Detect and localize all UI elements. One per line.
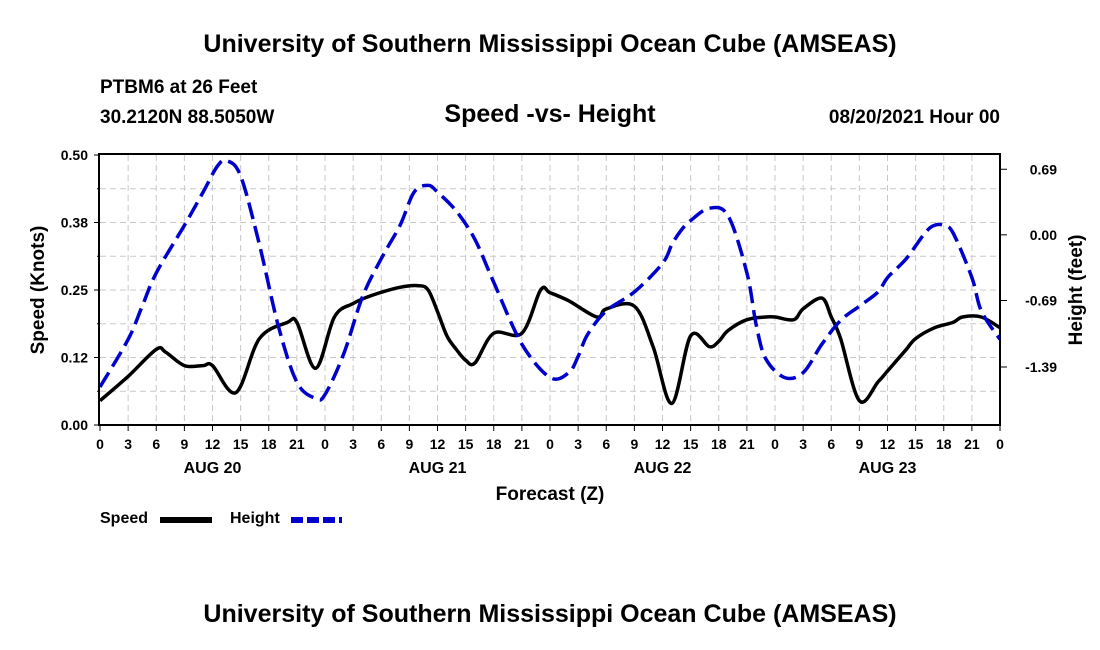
x-tick-label: 15 — [233, 436, 249, 452]
y-axis-left-label: Speed (Knots) — [28, 226, 49, 355]
x-tick-label: 0 — [546, 436, 554, 452]
x-tick-label: 18 — [711, 436, 727, 452]
speed-series-line — [98, 283, 1001, 406]
x-tick-label: 21 — [514, 436, 530, 452]
x-tick-label: 6 — [602, 436, 610, 452]
station-label: PTBM6 at 26 Feet — [100, 77, 258, 98]
y-left-tick-label: 0.12 — [61, 350, 88, 366]
x-axis-label: Forecast (Z) — [496, 484, 605, 505]
x-tick-label: 18 — [486, 436, 502, 452]
x-tick-label: 3 — [799, 436, 807, 452]
datetime-label: 08/20/2021 Hour 00 — [828, 107, 1000, 128]
x-tick-label: 12 — [430, 436, 446, 452]
x-tick-label: 12 — [655, 436, 671, 452]
x-tick-label: 0 — [96, 436, 104, 452]
footer-title: University of Southern Mississippi Ocean… — [203, 600, 897, 628]
height-series-line — [98, 158, 1002, 402]
y-right-tick-label: 0.00 — [1030, 227, 1057, 243]
x-tick-label: 0 — [321, 436, 329, 452]
x-tick-label: 12 — [205, 436, 221, 452]
page-title: University of Southern Mississippi Ocean… — [203, 30, 897, 58]
day-label: AUG 21 — [409, 460, 467, 477]
x-tick-label: 0 — [771, 436, 779, 452]
x-tick-label: 3 — [349, 436, 357, 452]
x-tick-label: 18 — [261, 436, 277, 452]
x-tick-label: 3 — [124, 436, 132, 452]
day-label: AUG 20 — [184, 460, 242, 477]
x-tick-label: 6 — [827, 436, 835, 452]
y-right-tick-label: 0.69 — [1030, 161, 1057, 177]
ticks-layer: 0 3 6 9 12 15 18 21 0 3 6 9 12 15 18 21 0 3 6 9 12 15 18 21 0 3 6 9… — [61, 147, 1057, 477]
x-tick-label: 9 — [630, 436, 638, 452]
x-tick-label: 21 — [289, 436, 305, 452]
y-left-tick-label: 0.25 — [61, 282, 88, 298]
grid-layer — [100, 155, 1000, 425]
series-layer — [98, 158, 1002, 406]
x-tick-label: 21 — [964, 436, 980, 452]
legend-height-label: Height — [230, 510, 280, 527]
x-tick-label: 3 — [574, 436, 582, 452]
x-tick-label: 21 — [739, 436, 755, 452]
x-tick-label: 9 — [180, 436, 188, 452]
y-left-tick-label: 0.38 — [61, 215, 88, 231]
y-right-tick-label: -0.69 — [1025, 292, 1057, 308]
x-tick-label: 6 — [152, 436, 160, 452]
x-tick-label: 9 — [405, 436, 413, 452]
chart-title: Speed -vs- Height — [444, 100, 656, 128]
y-left-tick-label: 0.50 — [61, 147, 88, 163]
legend-speed-label: Speed — [100, 510, 149, 527]
x-tick-label: 15 — [458, 436, 474, 452]
day-label: AUG 23 — [859, 460, 917, 477]
location-label: 30.2120N 88.5050W — [100, 107, 275, 128]
x-tick-label: 15 — [908, 436, 924, 452]
plot-frame — [98, 153, 1001, 426]
x-tick-label: 0 — [996, 436, 1004, 452]
x-tick-label: 9 — [855, 436, 863, 452]
y-axis-right-label: Height (feet) — [1066, 235, 1087, 346]
y-left-tick-label: 0.00 — [61, 417, 88, 433]
x-tick-label: 12 — [880, 436, 896, 452]
x-tick-label: 18 — [936, 436, 952, 452]
y-right-tick-label: -1.39 — [1025, 359, 1057, 375]
x-tick-label: 6 — [377, 436, 385, 452]
x-tick-label: 15 — [683, 436, 699, 452]
day-label: AUG 22 — [634, 460, 692, 477]
